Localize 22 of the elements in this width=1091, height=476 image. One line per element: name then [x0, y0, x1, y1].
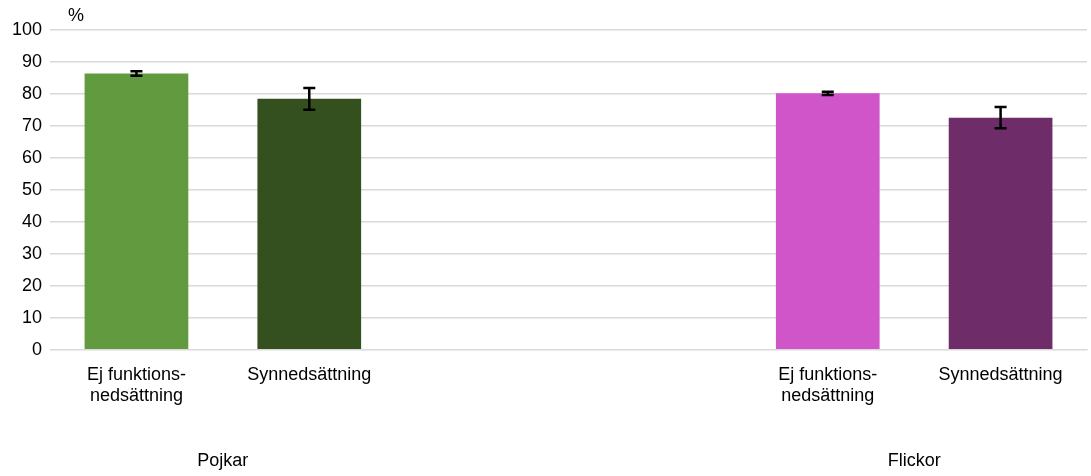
- x-tick-label: Synnedsättning: [938, 363, 1063, 384]
- y-tick-label: 40: [22, 210, 43, 231]
- y-tick-label: 0: [32, 338, 43, 359]
- y-tick-label: 80: [22, 82, 43, 103]
- y-tick-label: 30: [22, 242, 43, 263]
- y-tick-label: 20: [22, 274, 43, 295]
- text: Flickor: [887, 450, 941, 470]
- bar: [257, 98, 362, 350]
- bar: [775, 93, 880, 350]
- y-tick-label: 70: [22, 114, 43, 135]
- x-tick-label: Synnedsättning: [247, 363, 372, 384]
- y-tick-label: 100: [11, 18, 43, 39]
- bar: [84, 73, 189, 350]
- y-tick-label: 50: [22, 178, 43, 199]
- y-tick-label: 60: [22, 146, 43, 167]
- x-tick-label: Ej funktions-nedsättning: [778, 363, 878, 406]
- y-axis-title: %: [68, 4, 85, 25]
- text: Pojkar: [197, 450, 249, 470]
- y-tick-label: 10: [22, 306, 43, 327]
- x-tick-label: Ej funktions-nedsättning: [86, 363, 186, 406]
- bar: [948, 117, 1053, 350]
- y-tick-label: 90: [22, 50, 43, 71]
